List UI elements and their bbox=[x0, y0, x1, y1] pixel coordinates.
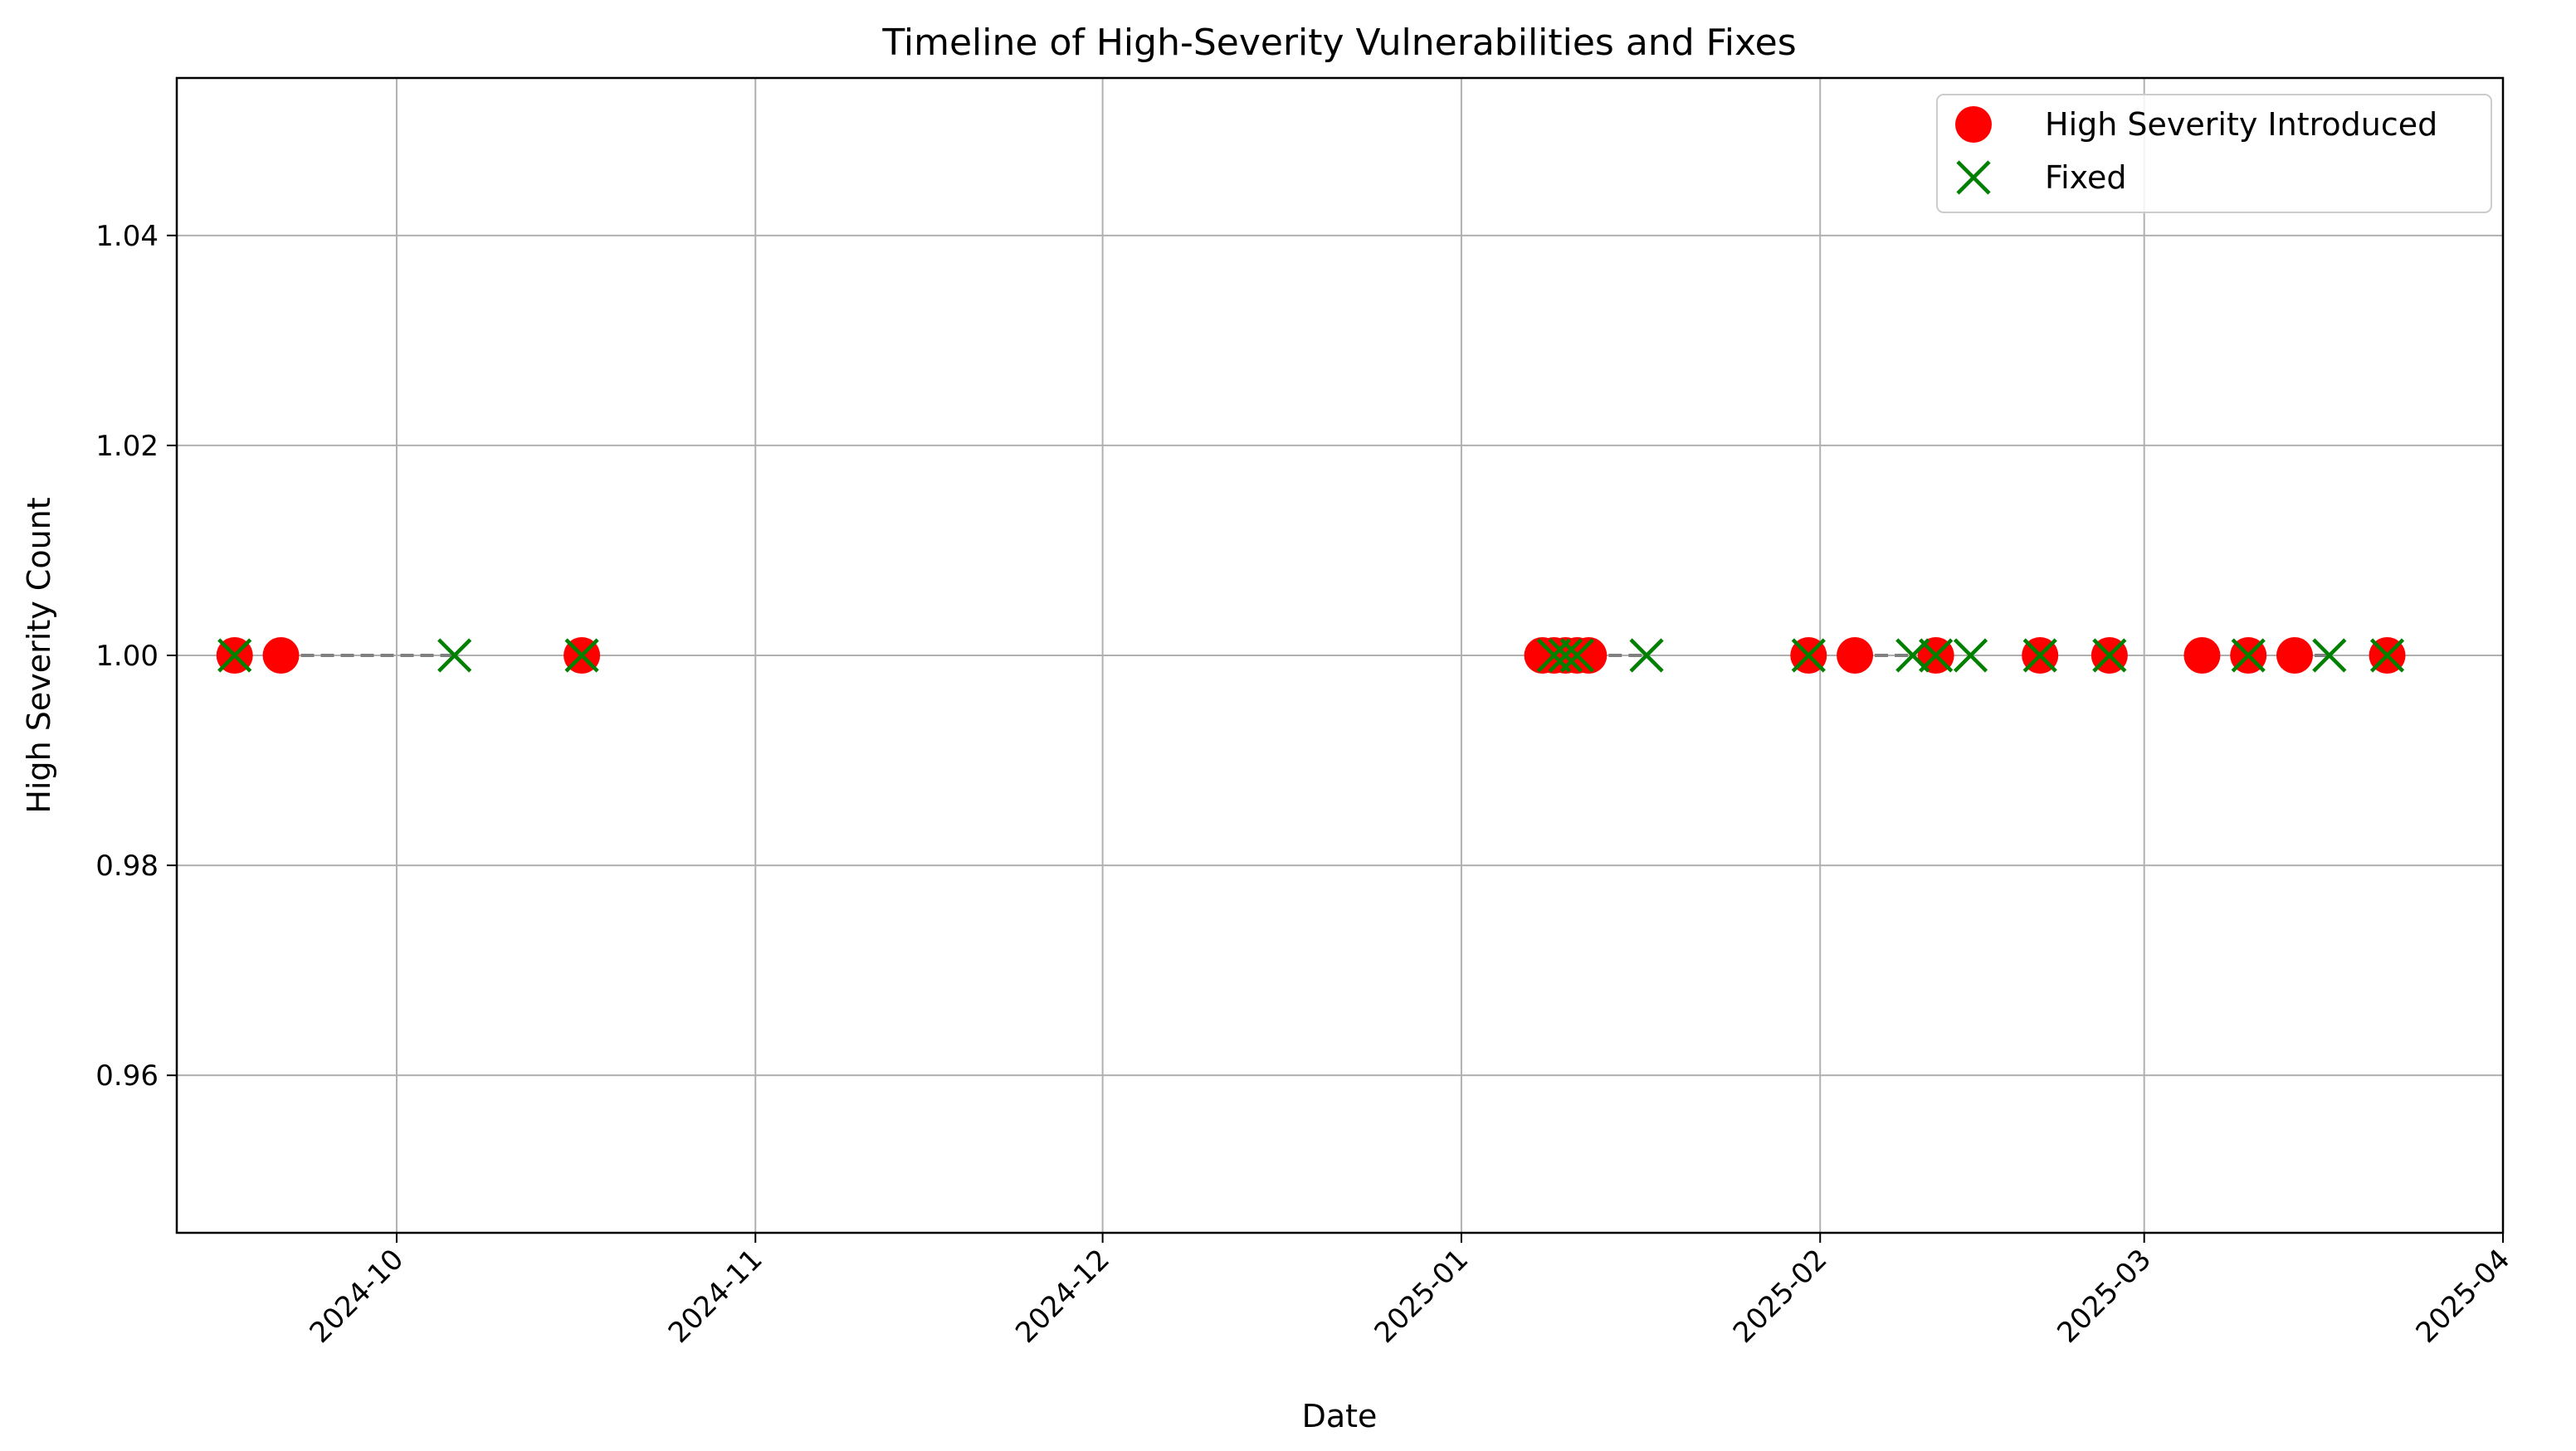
fixed-point bbox=[2092, 638, 2127, 673]
fixed-point bbox=[1629, 638, 1664, 673]
fixed-marker-stroke bbox=[437, 638, 472, 673]
fixed-point bbox=[2231, 638, 2266, 673]
fixed-marker-stroke bbox=[2369, 638, 2405, 673]
fixed-point bbox=[2022, 638, 2057, 673]
fixed-point bbox=[437, 638, 472, 673]
y-axis-ticks: 0.96 0.98 1.00 1.02 1.04 bbox=[95, 220, 177, 1093]
introduced-point bbox=[2276, 637, 2313, 674]
introduced-point bbox=[1837, 637, 1874, 674]
y-tick-label: 0.96 bbox=[95, 1059, 159, 1093]
legend-marker-fixed bbox=[1956, 160, 1991, 195]
fixed-point bbox=[1953, 638, 1988, 673]
y-axis-label: High Severity Count bbox=[21, 497, 57, 813]
fixed-marker-stroke bbox=[564, 638, 599, 673]
fixed-marker-stroke bbox=[2312, 638, 2347, 673]
fixed-marker-stroke bbox=[1953, 638, 1988, 673]
fixed-marker-stroke bbox=[217, 638, 252, 673]
fixed-point bbox=[564, 638, 599, 673]
chart-title: Timeline of High-Severity Vulnerabilitie… bbox=[881, 22, 1796, 64]
fixed-point bbox=[1919, 638, 1954, 673]
x-axis-label: Date bbox=[1302, 1398, 1378, 1434]
fixed-point bbox=[1559, 638, 1594, 673]
legend-label: Fixed bbox=[2045, 159, 2126, 196]
introduced-point bbox=[262, 637, 300, 674]
fixed-marker-stroke bbox=[1919, 638, 1954, 673]
fixed-point bbox=[2312, 638, 2347, 673]
introduced-point bbox=[1570, 637, 1608, 674]
y-tick-label: 0.98 bbox=[95, 850, 159, 883]
fixed-marker-stroke bbox=[2092, 638, 2127, 673]
fixed-point bbox=[1548, 638, 1583, 673]
legend-marker-introduced bbox=[1955, 106, 1992, 143]
y-tick-label: 1.00 bbox=[95, 640, 159, 673]
fixed-marker-stroke bbox=[1548, 638, 1583, 673]
fixed-point bbox=[1791, 638, 1826, 673]
legend: High Severity Introduced Fixed bbox=[1936, 94, 2492, 213]
fixed-point bbox=[2369, 638, 2405, 673]
fixed-marker-stroke bbox=[1791, 638, 1826, 673]
fixed-marker-stroke bbox=[1629, 638, 1664, 673]
introduced-point bbox=[2183, 637, 2221, 674]
y-tick-label: 1.04 bbox=[95, 220, 159, 253]
fixed-marker-stroke bbox=[1559, 638, 1594, 673]
data-marks bbox=[216, 637, 2406, 674]
legend-label: High Severity Introduced bbox=[2045, 106, 2437, 143]
fixed-marker-stroke bbox=[1956, 160, 1991, 195]
y-tick-label: 1.02 bbox=[95, 430, 159, 463]
fixed-marker-stroke bbox=[2022, 638, 2057, 673]
fixed-marker-stroke bbox=[2231, 638, 2266, 673]
fixed-point bbox=[217, 638, 252, 673]
legend-box bbox=[1936, 94, 2492, 213]
